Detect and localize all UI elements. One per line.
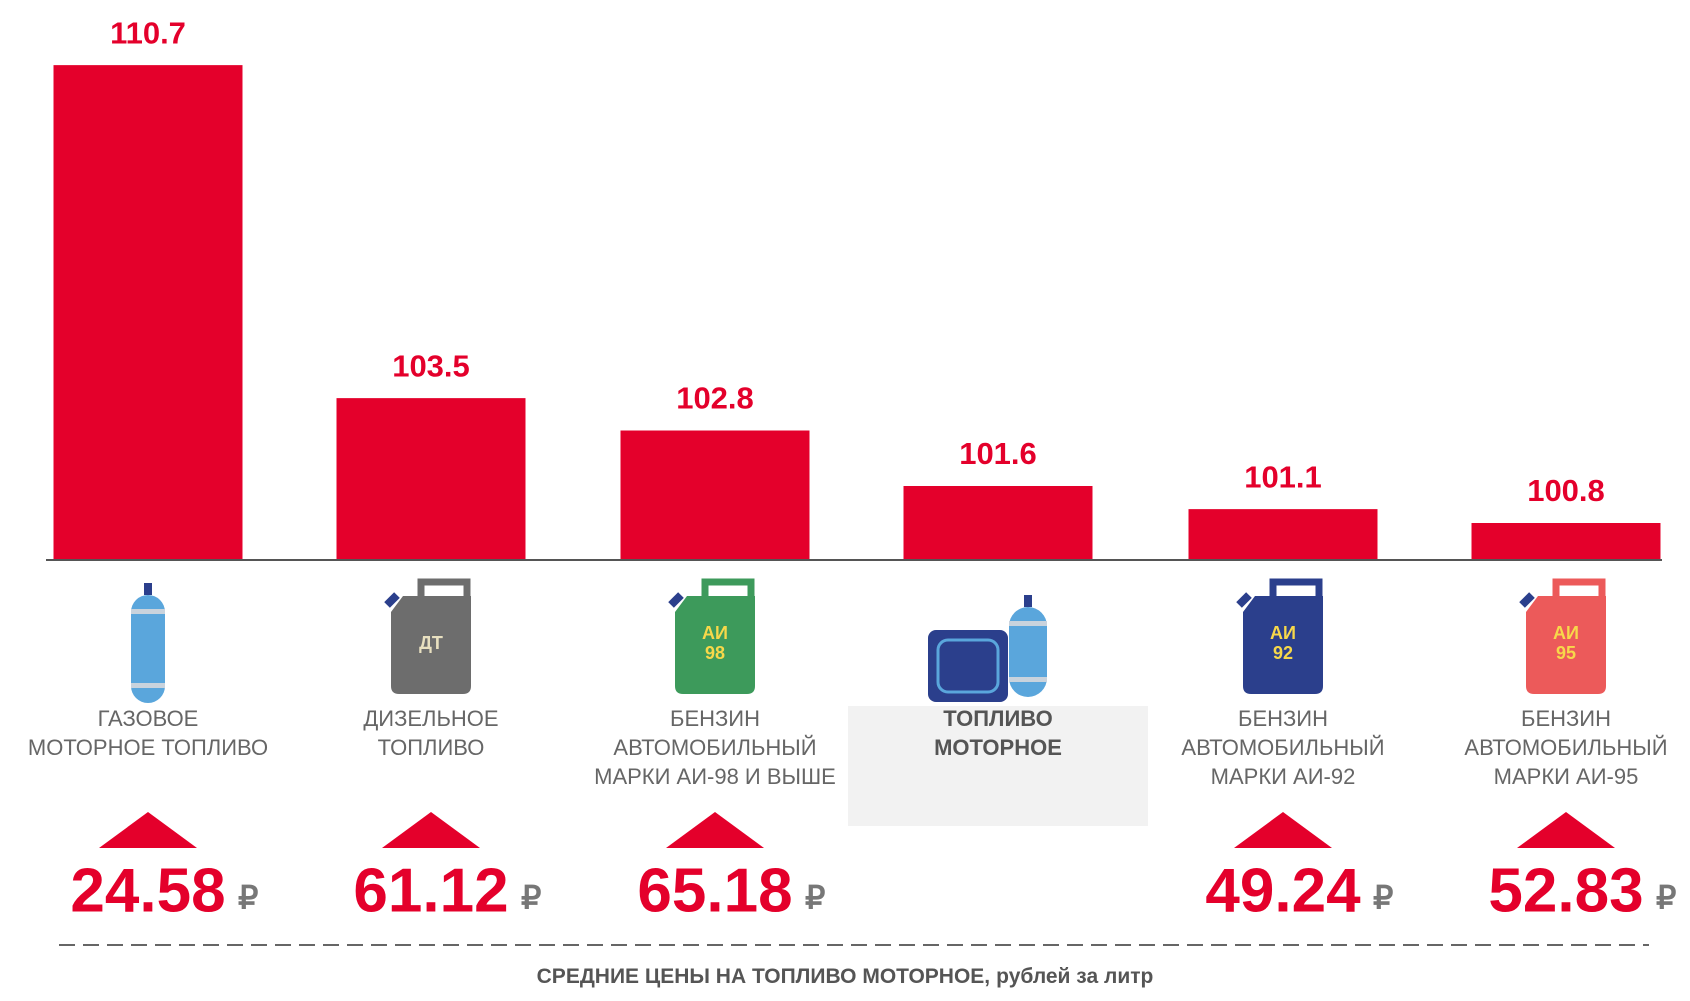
cylinder-body [1009,607,1047,697]
caption-rest: рублей за литр [996,965,1153,988]
category-label: БЕНЗИН [1521,706,1611,731]
cylinder-valve [144,583,152,595]
price-label: 61.12 [353,856,508,925]
canister-handle [1552,578,1606,596]
canister-handle [417,578,471,596]
canister-body [1243,596,1323,694]
price-unit: ₽ [521,879,541,915]
icon-label: АИ [1270,623,1296,643]
price-label: 65.18 [637,856,792,925]
bar [1188,509,1378,560]
icon-label: АИ [702,623,728,643]
canister-body [391,596,471,694]
canister-spout [384,592,400,608]
increase-arrow [382,812,480,848]
category-label: МАРКИ АИ-95 [1494,764,1639,789]
canister-body [928,630,1008,702]
category-label: МАРКИ АИ-98 И ВЫШЕ [594,764,836,789]
icon-label: 92 [1273,643,1293,663]
cylinder-band [1009,677,1047,682]
value-label: 103.5 [392,348,470,383]
price-unit: ₽ [805,879,825,915]
canister-spout [668,592,684,608]
value-label: 110.7 [110,15,186,50]
bar [903,486,1093,560]
category-label: ДИЗЕЛЬНОЕ [363,706,498,731]
increase-arrow [1517,812,1615,848]
value-label: 100.8 [1527,473,1605,508]
category-label: МОТОРНОЕ ТОПЛИВО [28,735,268,760]
cylinder-valve [1024,595,1032,607]
caption-bold: СРЕДНИЕ ЦЕНЫ НА ТОПЛИВО МОТОРНОЕ, [537,965,991,988]
value-label: 101.6 [959,436,1037,471]
cylinder-band [131,683,165,688]
price-label: 52.83 [1488,856,1643,925]
value-label: 102.8 [676,381,754,416]
category-label: БЕНЗИН [670,706,760,731]
canister-handle [701,578,755,596]
increase-arrow [666,812,764,848]
icon-label: 95 [1556,643,1576,663]
canister-spout [1236,592,1252,608]
value-label: 101.1 [1244,459,1322,494]
canister-body [675,596,755,694]
price-label: 49.24 [1205,856,1361,925]
bar [336,398,526,560]
price-label: 24.58 [70,856,225,925]
bar [1471,523,1661,560]
cylinder-band [131,609,165,614]
canister-handle [1269,578,1323,596]
price-unit: ₽ [1656,879,1676,915]
category-label: АВТОМОБИЛЬНЫЙ [1464,735,1667,760]
category-label: ГАЗОВОЕ [98,706,199,731]
category-label: АВТОМОБИЛЬНЫЙ [613,735,816,760]
bar [53,65,243,560]
icon-label: ДТ [419,633,443,653]
caption: СРЕДНИЕ ЦЕНЫ НА ТОПЛИВО МОТОРНОЕ, рублей … [537,965,1154,988]
category-label: АВТОМОБИЛЬНЫЙ [1181,735,1384,760]
cylinder-body [131,595,165,703]
category-label: БЕНЗИН [1238,706,1328,731]
category-label: ТОПЛИВО [378,735,485,760]
increase-arrow [1234,812,1332,848]
category-label: МАРКИ АИ-92 [1211,764,1356,789]
bar [620,430,810,560]
category-label: ТОПЛИВО [943,706,1053,731]
price-unit: ₽ [1373,879,1393,915]
icon-label: 98 [705,643,725,663]
canister-spout [1519,592,1535,608]
price-unit: ₽ [238,879,258,915]
category-label: МОТОРНОЕ [934,735,1062,760]
highlight-box [848,706,1148,826]
cylinder-band [1009,621,1047,626]
canister-body [1526,596,1606,694]
canister-inner [936,638,1000,694]
increase-arrow [99,812,197,848]
icon-label: АИ [1553,623,1579,643]
